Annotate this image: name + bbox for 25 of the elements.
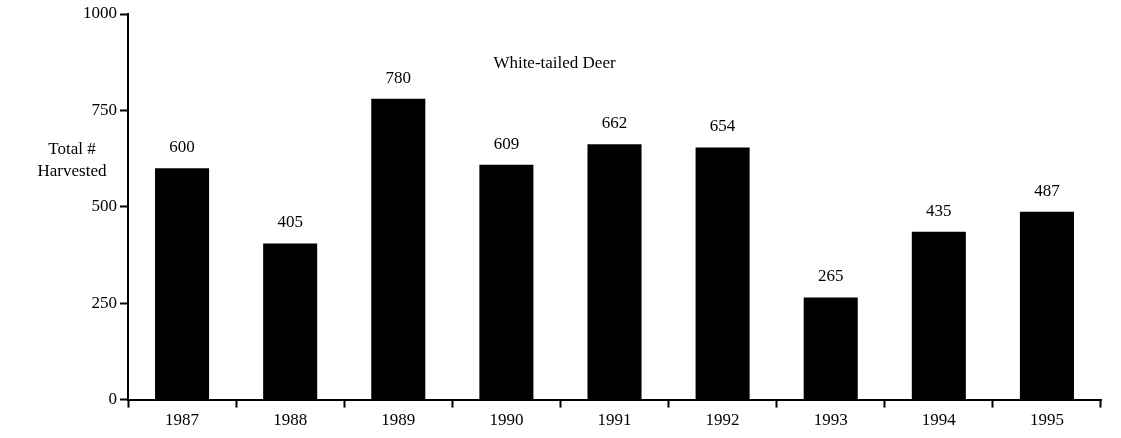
data-label: 609 (493, 133, 520, 153)
y-axis-title: Total # Harvested (37, 139, 107, 180)
x-tick-label: 1988 (273, 410, 308, 430)
y-tick-label: 1000 (83, 3, 117, 23)
x-tick-label: 1995 (1029, 410, 1064, 430)
data-label: 405 (277, 212, 303, 232)
data-label: 487 (1034, 180, 1061, 200)
y-tick-label: 0 (108, 389, 117, 409)
data-label: 435 (926, 200, 952, 220)
x-tick-label: 1987 (165, 410, 200, 430)
x-tick-label: 1990 (489, 410, 524, 430)
data-label: 662 (601, 113, 628, 133)
x-tick-label: 1992 (705, 410, 740, 430)
data-label: 780 (385, 67, 412, 87)
x-tick-label: 1991 (597, 410, 632, 430)
x-tick-label: 1993 (813, 410, 848, 430)
y-tick-label: 750 (91, 99, 117, 119)
x-tick-label: 1989 (381, 410, 416, 430)
data-label: 654 (709, 116, 736, 136)
x-tick-label: 1994 (921, 410, 957, 430)
y-tick-label: 250 (91, 292, 117, 312)
y-tick-label: 500 (91, 196, 117, 216)
data-label: 600 (169, 137, 195, 157)
data-label: 265 (817, 266, 844, 286)
text: White-tailed Deer (493, 53, 616, 73)
